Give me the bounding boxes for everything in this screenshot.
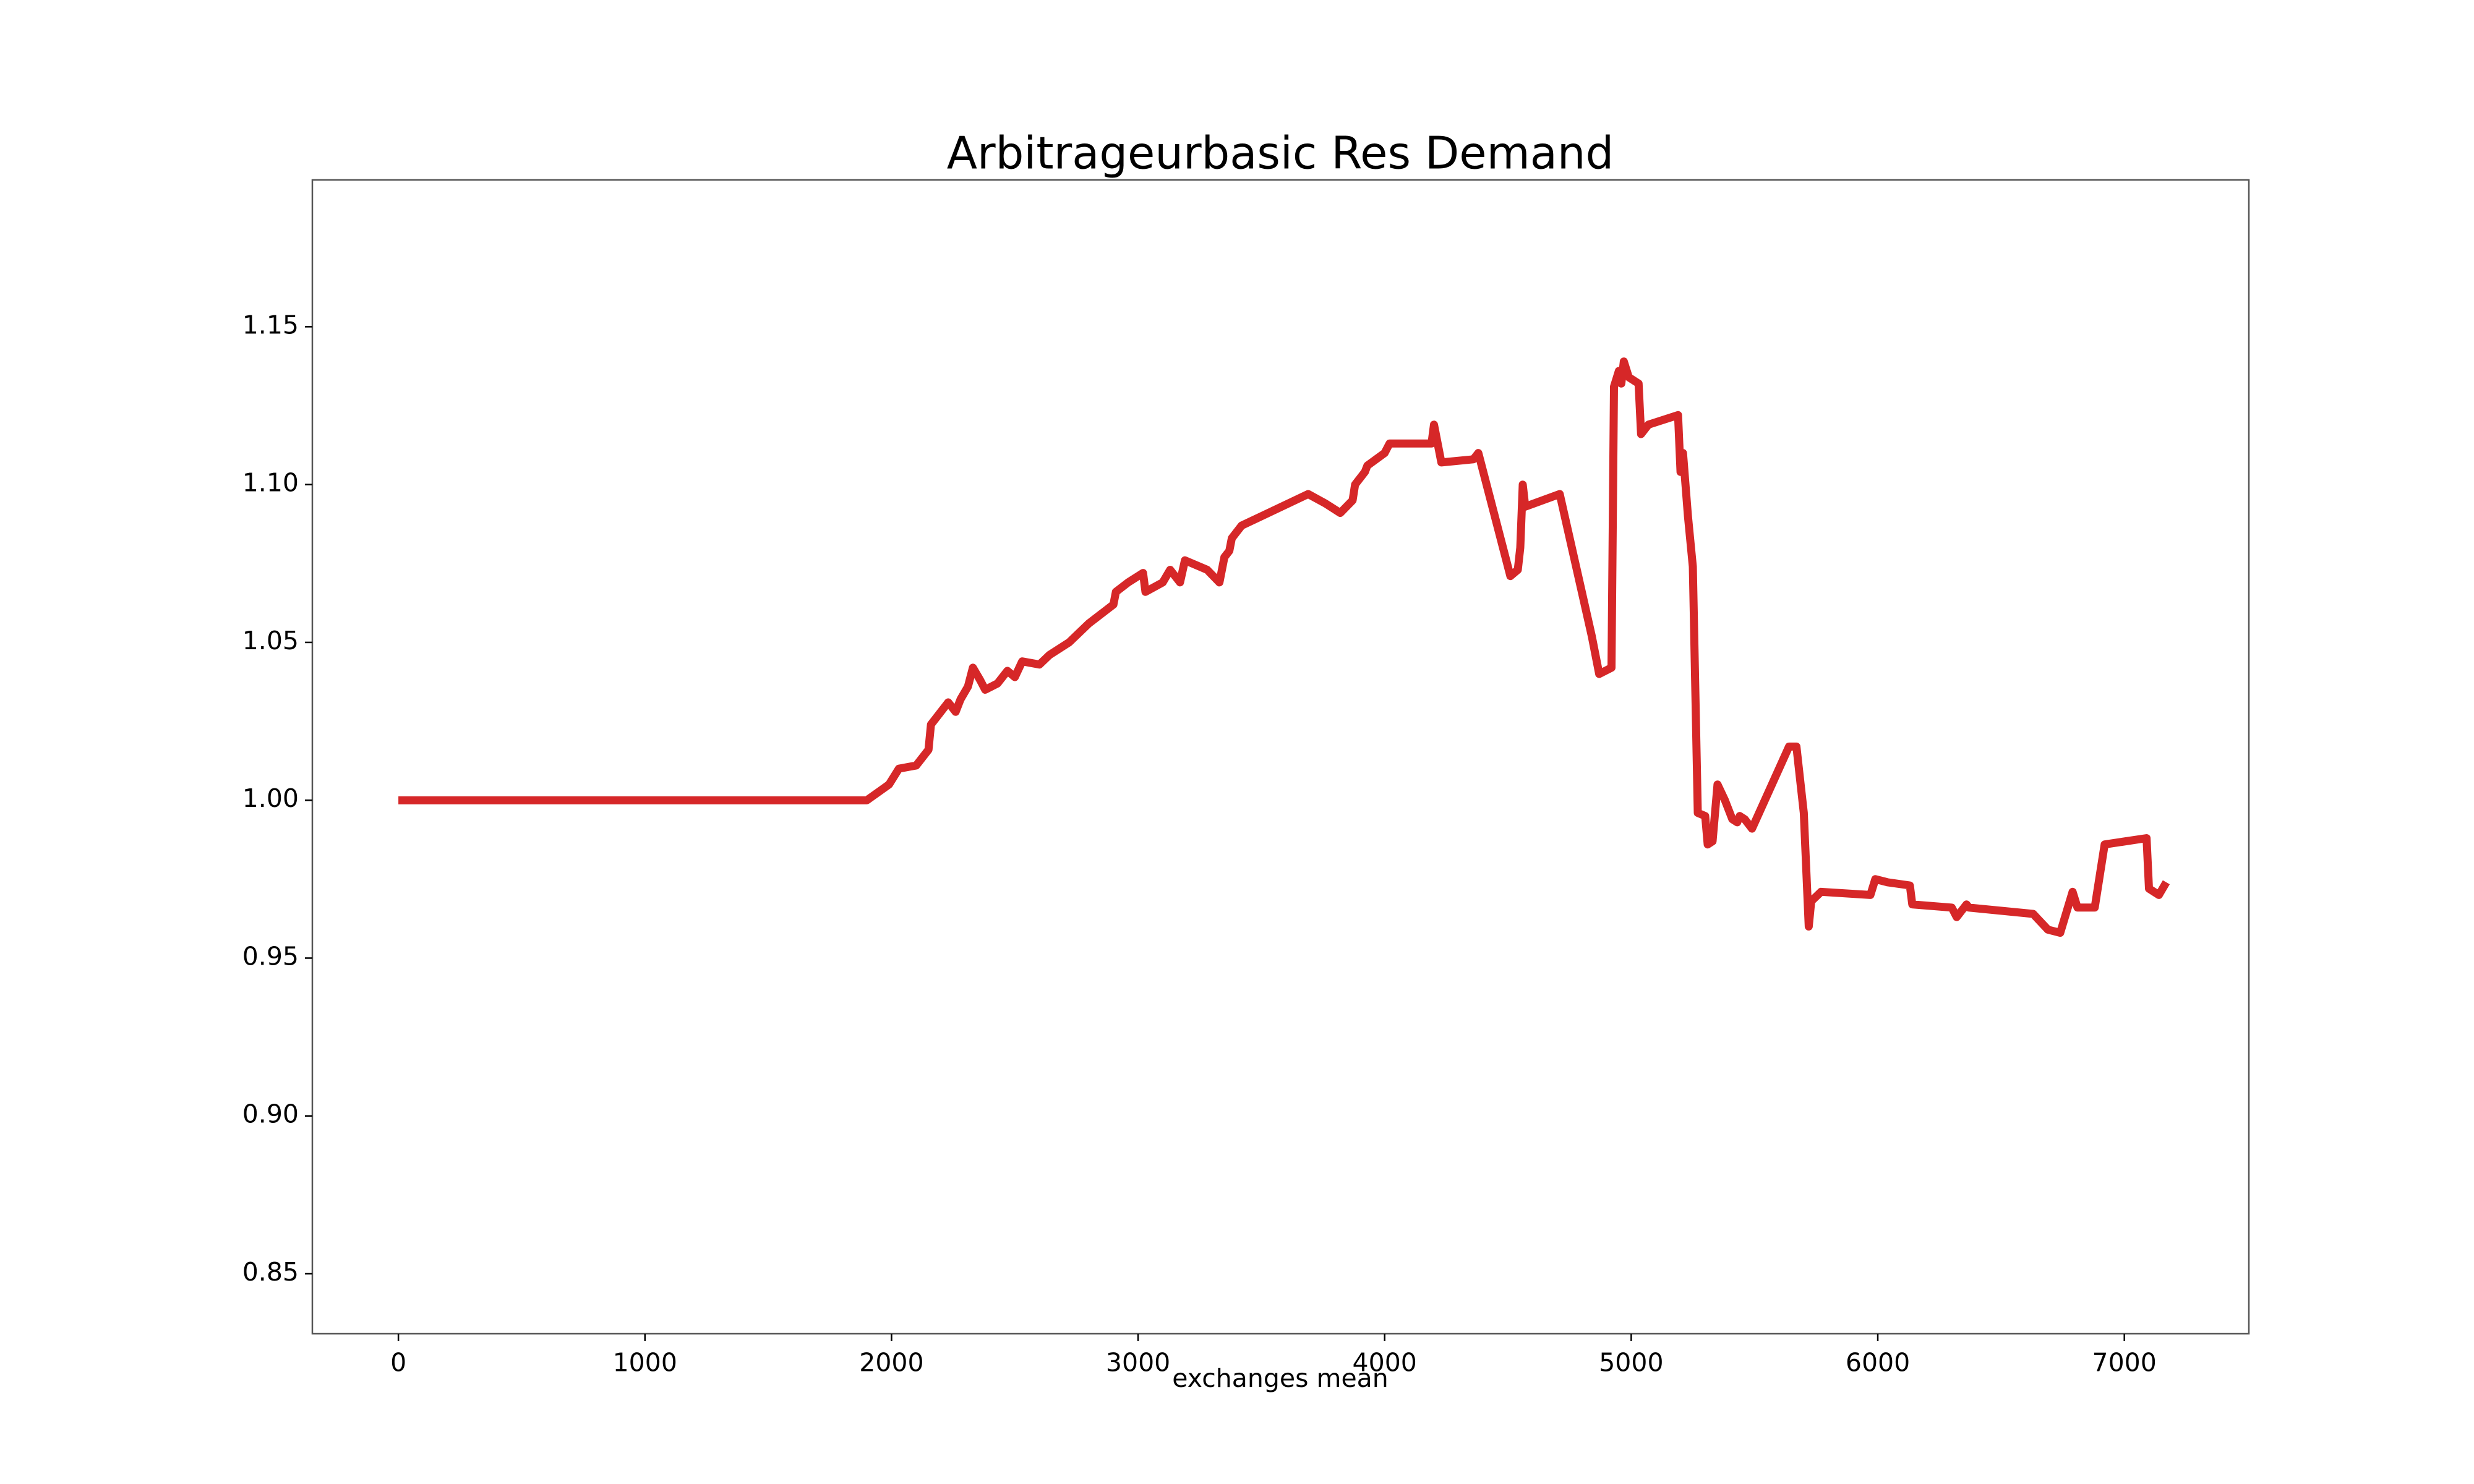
y-tick-label: 1.10	[242, 468, 299, 498]
x-tick-label: 7000	[2092, 1347, 2157, 1377]
y-tick-label: 1.00	[242, 783, 299, 813]
y-tick-label: 0.95	[242, 941, 299, 971]
y-tick-label: 0.90	[242, 1099, 299, 1129]
x-tick-label: 1000	[613, 1347, 677, 1377]
x-tick-label: 6000	[1846, 1347, 1910, 1377]
data-line	[398, 357, 2170, 937]
plot-frame	[311, 179, 2250, 1335]
x-tick-label: 3000	[1106, 1347, 1170, 1377]
y-tick-label: 1.15	[242, 310, 299, 339]
y-tick-label: 1.05	[242, 626, 299, 655]
x-tick-label: 2000	[859, 1347, 923, 1377]
y-tick-label: 0.85	[242, 1257, 299, 1287]
x-tick-label: 5000	[1599, 1347, 1663, 1377]
x-tick-label: 0	[390, 1347, 406, 1377]
x-axis-label: exchanges mean	[1172, 1363, 1389, 1393]
x-tick-label: 4000	[1353, 1347, 1417, 1377]
chart-title: Arbitrageurbasic Res Demand	[947, 127, 1614, 179]
